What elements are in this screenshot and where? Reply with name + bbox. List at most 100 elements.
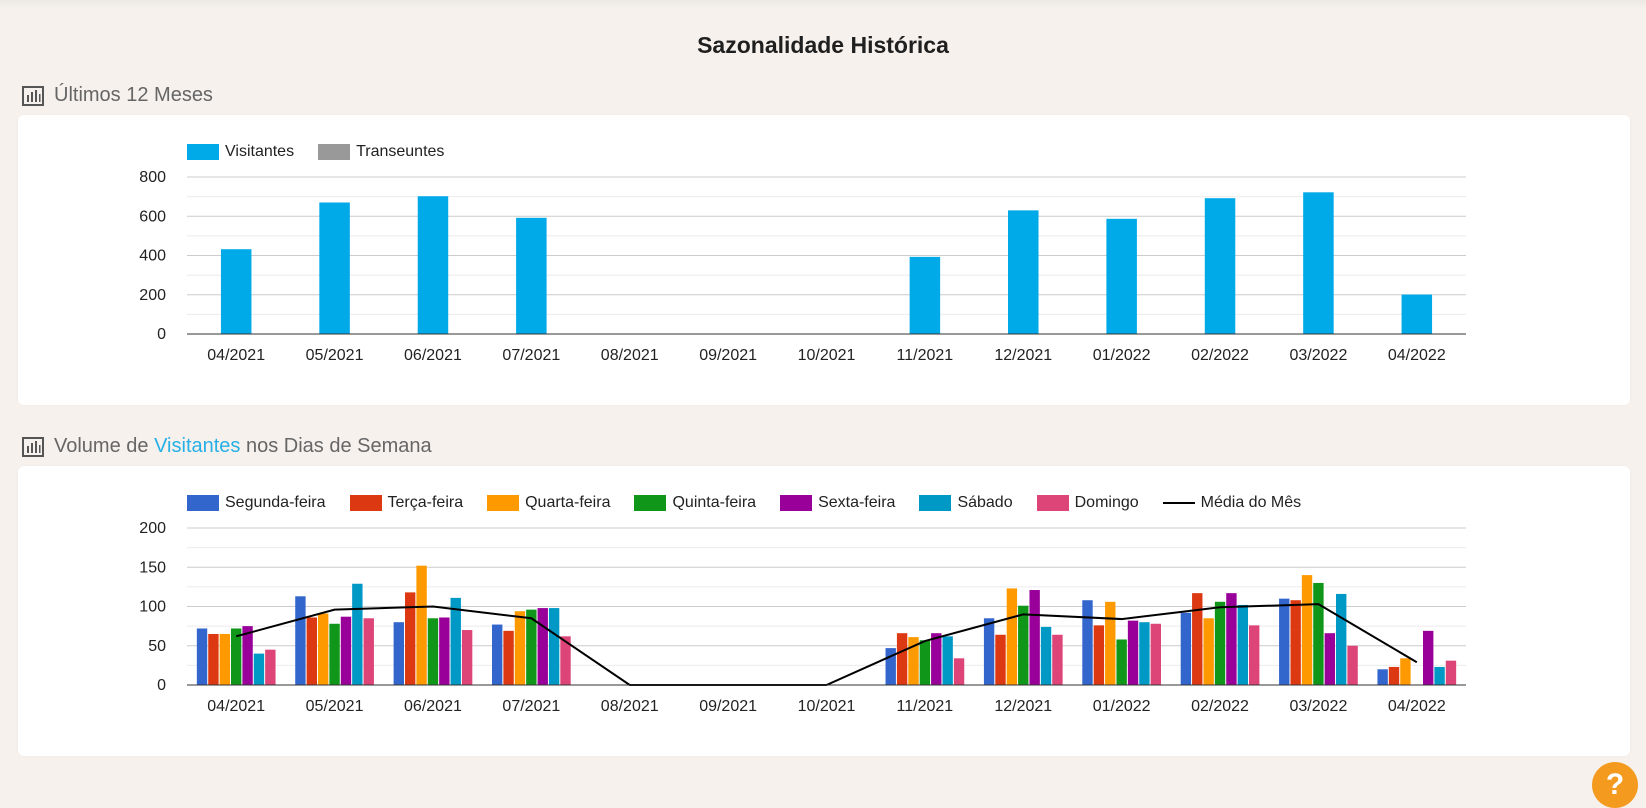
bar[interactable] <box>1377 669 1388 685</box>
bar[interactable] <box>230 628 242 685</box>
bar[interactable] <box>461 630 473 685</box>
bar[interactable] <box>516 217 547 334</box>
bar[interactable] <box>919 640 931 685</box>
bar[interactable] <box>1105 601 1116 685</box>
bar[interactable] <box>295 596 306 685</box>
bar[interactable] <box>1434 666 1445 685</box>
legend-item[interactable]: Terça-feira <box>349 494 464 512</box>
bar[interactable] <box>1008 210 1039 334</box>
bar[interactable] <box>416 565 427 685</box>
bar[interactable] <box>265 649 276 685</box>
bar[interactable] <box>1347 645 1358 685</box>
bar[interactable] <box>503 630 514 685</box>
legend-item[interactable]: Quinta-feira <box>634 494 756 512</box>
bar[interactable] <box>1303 192 1334 334</box>
bar[interactable] <box>1279 598 1290 685</box>
bar[interactable] <box>1040 626 1052 685</box>
bar[interactable] <box>317 613 329 685</box>
bar[interactable] <box>1214 601 1226 685</box>
legend-item[interactable]: Sexta-feira <box>780 494 895 512</box>
bar[interactable] <box>537 608 548 685</box>
bar[interactable] <box>329 623 340 685</box>
bar[interactable] <box>1082 600 1093 685</box>
help-button[interactable]: ? <box>1592 762 1638 808</box>
chart-card-weekday: Segunda-feira Terça-feira Quarta-feira Quin… <box>18 466 1630 756</box>
bar[interactable] <box>1313 582 1324 685</box>
bar[interactable] <box>393 622 404 685</box>
legend-swatch <box>634 495 667 511</box>
bar[interactable] <box>560 636 571 685</box>
bar[interactable] <box>896 633 908 685</box>
bar[interactable] <box>1423 630 1434 685</box>
legend-item[interactable]: Transeuntes <box>318 143 444 161</box>
bar[interactable] <box>1106 218 1137 334</box>
bar[interactable] <box>953 658 965 685</box>
bar[interactable] <box>1237 604 1249 685</box>
bar[interactable] <box>1029 590 1040 685</box>
bar[interactable] <box>908 637 919 685</box>
bar[interactable] <box>1093 625 1105 685</box>
legend-swatch <box>318 144 351 160</box>
bar[interactable] <box>909 256 941 334</box>
bar[interactable] <box>306 617 317 685</box>
bar[interactable] <box>352 583 363 685</box>
legend-item[interactable]: Quarta-feira <box>487 494 610 512</box>
bar[interactable] <box>931 633 942 685</box>
bar[interactable] <box>417 196 449 334</box>
legend-label: Terça-feira <box>387 494 464 511</box>
legend-item[interactable]: Domingo <box>1036 494 1139 512</box>
bar[interactable] <box>319 202 350 334</box>
bar[interactable] <box>995 634 1006 685</box>
bar[interactable] <box>1180 612 1192 685</box>
legend-swatch <box>1162 502 1195 504</box>
bar[interactable] <box>1139 622 1150 685</box>
y-tick-label: 400 <box>139 248 166 265</box>
bar[interactable] <box>1290 600 1301 685</box>
bar[interactable] <box>219 633 230 685</box>
bar[interactable] <box>1226 593 1237 685</box>
legend-item[interactable]: Visitantes <box>187 143 294 161</box>
bar[interactable] <box>1116 639 1127 685</box>
bar[interactable] <box>526 609 537 685</box>
bar[interactable] <box>363 618 374 685</box>
bar[interactable] <box>548 608 560 685</box>
x-tick-label: 12/2021 <box>994 698 1052 715</box>
bar-chart-icon <box>22 85 44 106</box>
bar[interactable] <box>1192 593 1203 685</box>
bar[interactable] <box>983 618 995 685</box>
y-tick-label: 100 <box>139 599 166 616</box>
legend-item[interactable]: Sábado <box>919 494 1013 512</box>
bar[interactable] <box>1388 666 1400 685</box>
bar[interactable] <box>242 626 253 685</box>
bar[interactable] <box>450 597 461 685</box>
bar[interactable] <box>1150 623 1162 685</box>
bar[interactable] <box>404 592 416 685</box>
bar[interactable] <box>1301 575 1313 685</box>
bar[interactable] <box>1401 294 1433 334</box>
bar[interactable] <box>439 617 450 685</box>
bar[interactable] <box>1006 588 1018 685</box>
bar[interactable] <box>1324 633 1336 685</box>
bar[interactable] <box>1127 620 1139 685</box>
bar[interactable] <box>1203 618 1214 685</box>
bar[interactable] <box>1336 593 1347 685</box>
bar[interactable] <box>1204 198 1236 334</box>
bar[interactable] <box>1018 605 1029 685</box>
bar[interactable] <box>220 249 252 334</box>
bar[interactable] <box>1400 658 1411 685</box>
bar[interactable] <box>196 628 208 685</box>
bar[interactable] <box>427 618 439 685</box>
bar[interactable] <box>340 616 352 685</box>
bar[interactable] <box>1445 660 1457 685</box>
legend-item[interactable]: Média do Mês <box>1162 494 1301 512</box>
bar[interactable] <box>942 636 953 685</box>
legend-item[interactable]: Segunda-feira <box>187 494 326 512</box>
bar[interactable] <box>885 648 896 685</box>
bar[interactable] <box>1249 625 1260 685</box>
bar[interactable] <box>253 653 265 685</box>
bar[interactable] <box>514 611 526 685</box>
bar[interactable] <box>208 633 219 685</box>
chart-card-monthly: Visitantes Transeuntes 0 200 400 600 800 04/20… <box>18 115 1630 405</box>
bar[interactable] <box>1052 634 1063 685</box>
bar[interactable] <box>491 624 503 685</box>
